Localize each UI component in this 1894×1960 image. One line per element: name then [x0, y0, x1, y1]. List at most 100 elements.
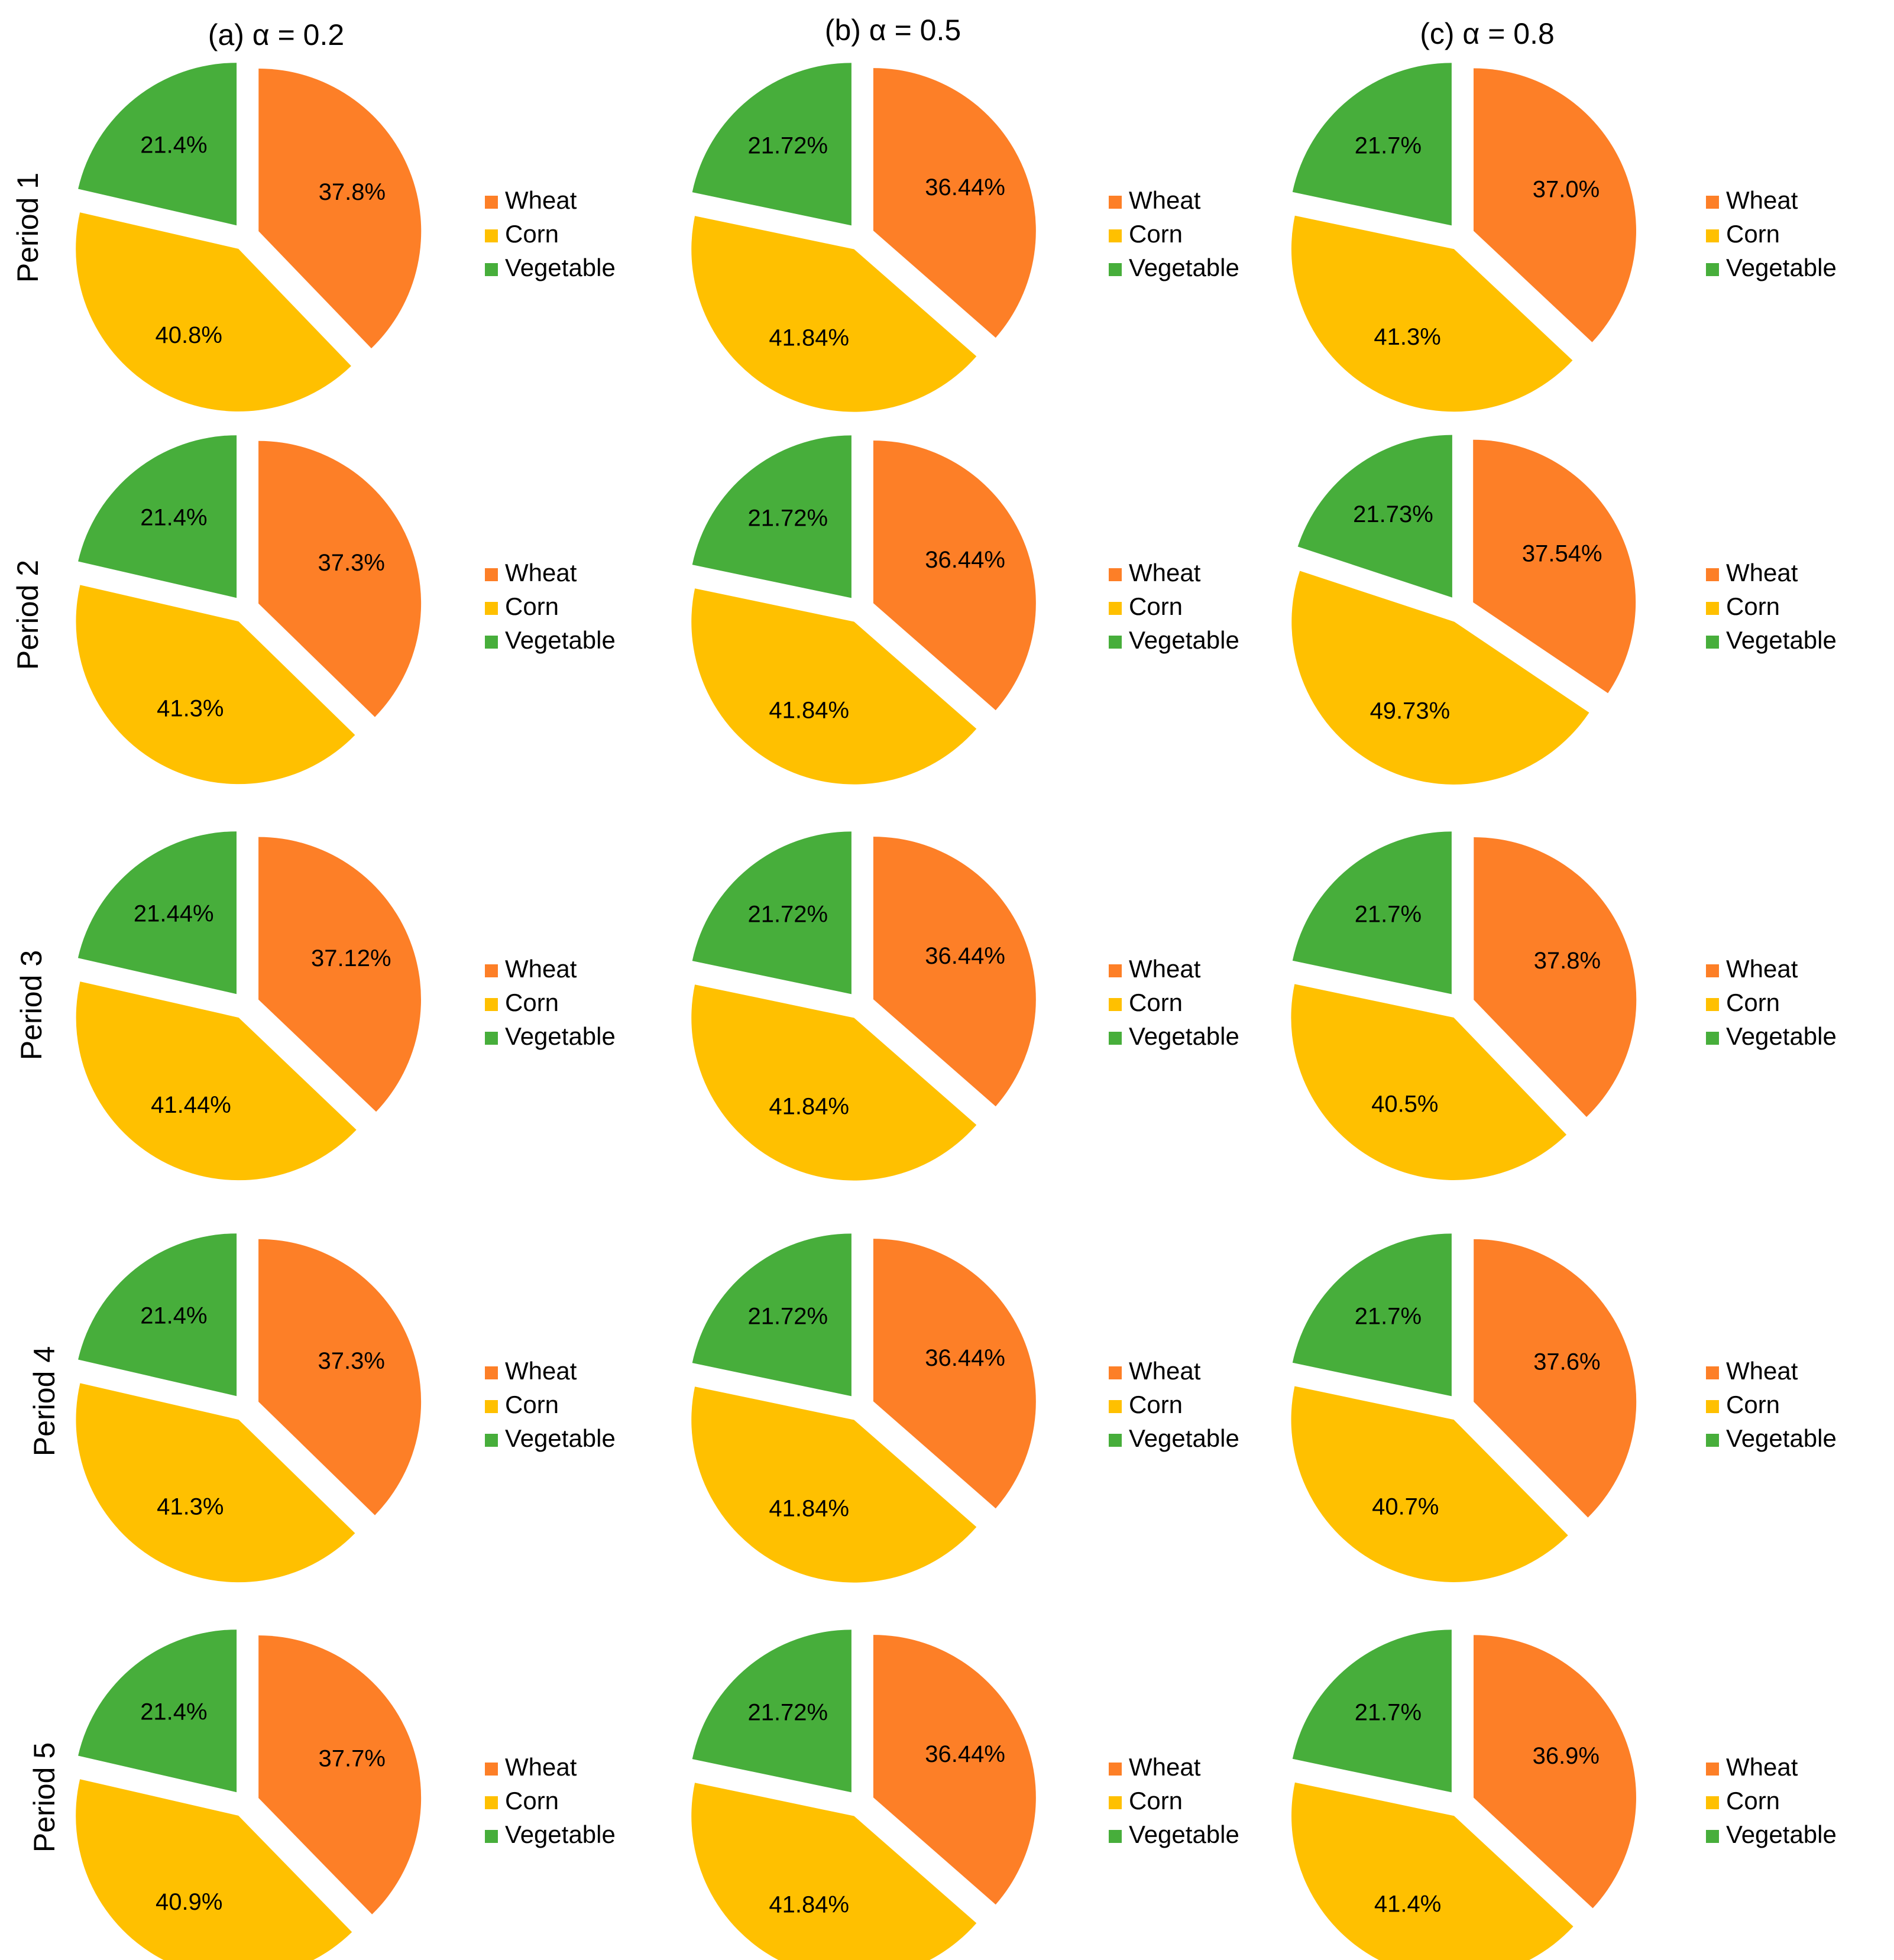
slice-vegetable	[1292, 63, 1452, 226]
slice-label-wheat: 37.0%	[1533, 176, 1600, 202]
legend-label-corn: Corn	[505, 592, 559, 620]
legend: Wheat Corn Vegetable	[1706, 1753, 1837, 1848]
legend-label-wheat: Wheat	[505, 1357, 577, 1385]
legend: Wheat Corn Vegetable	[1109, 186, 1239, 281]
legend: Wheat Corn Vegetable	[1109, 1357, 1239, 1452]
slice-label-wheat: 36.44%	[925, 547, 1005, 573]
slice-vegetable	[692, 1233, 852, 1397]
slice-vegetable	[78, 435, 237, 598]
legend-swatch-wheat	[485, 1763, 498, 1776]
pie-c-p3: 37.8% 40.5% 21.7% Wheat Corn Vegetable	[1291, 831, 1837, 1180]
legend-label-corn: Corn	[505, 220, 559, 248]
legend-swatch-corn	[1706, 1796, 1719, 1809]
slice-vegetable	[1297, 435, 1452, 598]
legend: Wheat Corn Vegetable	[1706, 186, 1837, 281]
slice-vegetable	[1292, 1629, 1452, 1793]
slice-vegetable	[78, 1629, 237, 1793]
legend-swatch-corn	[1706, 229, 1719, 242]
pie-b-p4: 36.44% 41.84% 21.72% Wheat Corn Vegetable	[691, 1233, 1239, 1583]
slice-vegetable	[78, 1233, 237, 1397]
slice-vegetable	[1292, 831, 1452, 994]
legend-swatch-vegetable	[1109, 1830, 1122, 1843]
legend-label-vegetable: Vegetable	[1726, 1022, 1837, 1050]
pie-a-p1: 37.8% 40.8% 21.4% Wheat Corn Vegetable	[76, 63, 616, 412]
legend: Wheat Corn Vegetable	[1109, 1753, 1239, 1848]
legend-label-wheat: Wheat	[1129, 955, 1201, 983]
slice-label-wheat: 36.44%	[925, 1345, 1005, 1371]
legend-swatch-vegetable	[485, 1830, 498, 1843]
legend-swatch-vegetable	[1706, 263, 1719, 276]
legend-label-vegetable: Vegetable	[505, 1820, 616, 1848]
slice-corn	[76, 585, 355, 785]
slice-label-vegetable: 21.7%	[1355, 1304, 1422, 1330]
legend-swatch-wheat	[485, 196, 498, 209]
legend-swatch-vegetable	[1706, 1830, 1719, 1843]
legend-swatch-vegetable	[1109, 263, 1122, 276]
legend-swatch-vegetable	[1109, 1434, 1122, 1447]
slice-corn	[76, 1383, 355, 1583]
slice-corn	[691, 216, 977, 412]
legend-label-corn: Corn	[1129, 592, 1183, 620]
legend-label-vegetable: Vegetable	[1129, 1022, 1239, 1050]
slice-label-wheat: 36.44%	[925, 174, 1005, 200]
column-title-c: (c) α = 0.8	[1420, 17, 1555, 50]
legend-swatch-corn	[1706, 602, 1719, 615]
slice-wheat	[258, 1635, 422, 1914]
slice-corn	[76, 212, 351, 412]
slice-label-wheat: 37.8%	[1534, 948, 1601, 974]
slice-label-vegetable: 21.72%	[747, 1304, 828, 1330]
legend-swatch-corn	[1109, 602, 1122, 615]
slice-label-corn: 41.84%	[769, 1094, 849, 1120]
legend-label-corn: Corn	[1129, 989, 1183, 1016]
slice-label-vegetable: 21.44%	[134, 901, 214, 927]
legend-swatch-wheat	[485, 1366, 498, 1379]
slice-vegetable	[78, 63, 237, 226]
legend-swatch-vegetable	[485, 263, 498, 276]
slice-label-vegetable: 21.73%	[1353, 501, 1433, 527]
slice-label-wheat: 37.6%	[1533, 1349, 1600, 1375]
legend-swatch-wheat	[485, 568, 498, 581]
column-title-b: (b) α = 0.5	[825, 14, 961, 47]
slice-label-wheat: 37.8%	[319, 179, 386, 205]
legend-swatch-wheat	[485, 964, 498, 977]
legend-label-vegetable: Vegetable	[1726, 626, 1837, 654]
legend-label-vegetable: Vegetable	[505, 626, 616, 654]
legend-label-corn: Corn	[1129, 1391, 1183, 1418]
legend-swatch-vegetable	[1109, 1032, 1122, 1045]
legend-label-wheat: Wheat	[1726, 955, 1798, 983]
legend: Wheat Corn Vegetable	[1109, 955, 1239, 1050]
slice-wheat	[258, 440, 422, 717]
slice-label-wheat: 36.44%	[925, 1741, 1005, 1767]
slice-label-corn: 41.84%	[769, 698, 849, 724]
slice-label-corn: 41.84%	[769, 1892, 849, 1918]
legend-label-vegetable: Vegetable	[505, 254, 616, 281]
slice-wheat	[258, 837, 422, 1112]
legend-label-wheat: Wheat	[1726, 186, 1798, 214]
slice-label-vegetable: 21.72%	[747, 506, 828, 532]
slice-label-corn: 40.8%	[155, 322, 222, 348]
legend-label-wheat: Wheat	[1726, 1753, 1798, 1781]
legend-label-corn: Corn	[1129, 1787, 1183, 1815]
legend: Wheat Corn Vegetable	[485, 559, 616, 654]
legend-label-wheat: Wheat	[1726, 1357, 1798, 1385]
legend-swatch-corn	[485, 1796, 498, 1809]
legend-swatch-corn	[1109, 1400, 1122, 1413]
pie-a-p3: 37.12% 41.44% 21.44% Wheat Corn Vegetable	[76, 831, 616, 1181]
slice-corn	[691, 588, 977, 785]
legend: Wheat Corn Vegetable	[1706, 1357, 1837, 1452]
pie-c-p4: 37.6% 40.7% 21.7% Wheat Corn Vegetable	[1291, 1233, 1837, 1582]
slice-vegetable	[692, 1629, 852, 1793]
slice-corn	[76, 1779, 352, 1960]
legend-swatch-vegetable	[1706, 1032, 1719, 1045]
slice-wheat	[1474, 1635, 1636, 1909]
slice-label-vegetable: 21.7%	[1355, 133, 1422, 159]
slice-label-wheat: 36.9%	[1533, 1743, 1600, 1769]
pie-a-p2: 37.3% 41.3% 21.4% Wheat Corn Vegetable	[76, 435, 616, 785]
legend-swatch-corn	[485, 1400, 498, 1413]
slice-label-corn: 40.5%	[1371, 1091, 1438, 1117]
slice-corn	[691, 1386, 977, 1583]
legend-label-wheat: Wheat	[1726, 559, 1798, 587]
slice-corn	[1291, 1386, 1568, 1582]
legend-label-vegetable: Vegetable	[1129, 254, 1239, 281]
legend-swatch-vegetable	[1706, 1434, 1719, 1447]
